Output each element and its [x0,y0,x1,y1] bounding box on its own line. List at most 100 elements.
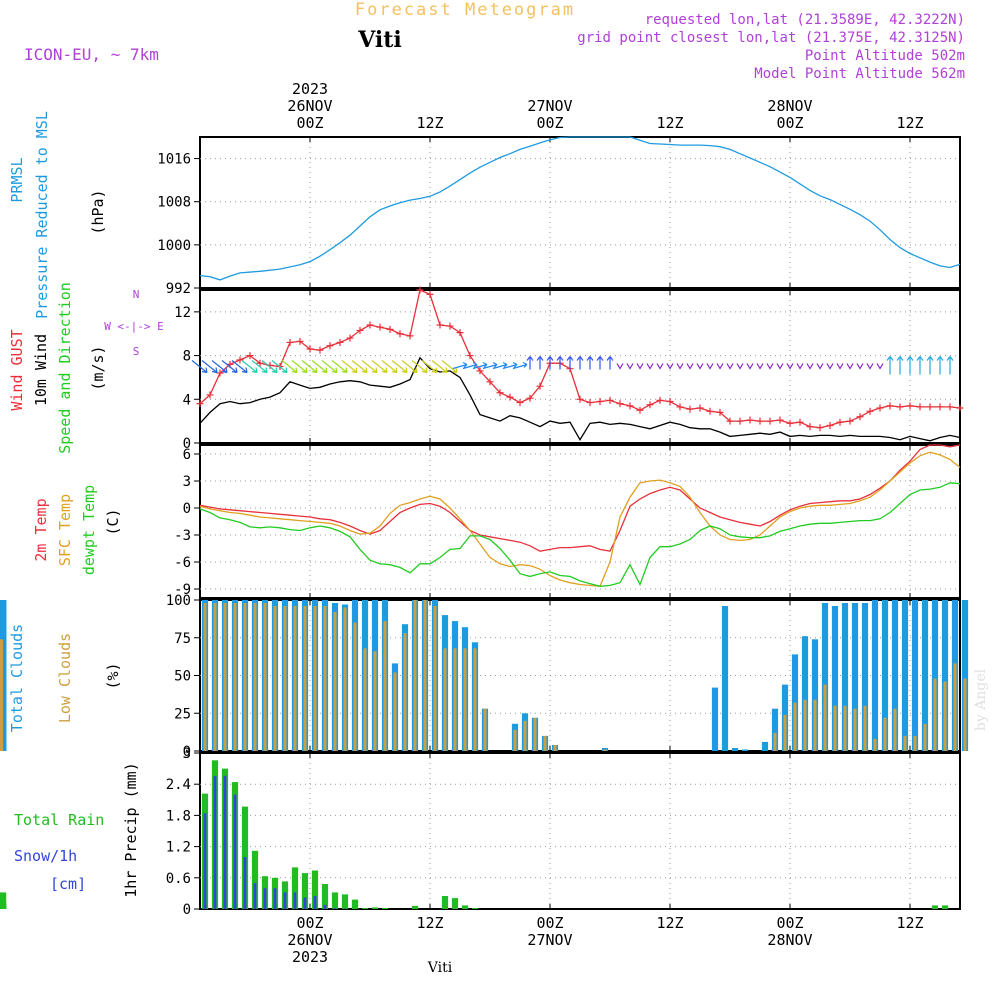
total-rain-bar [301,873,309,909]
low-clouds-bar [273,606,277,751]
temperature-ytick-label: 0 [183,501,191,517]
wind-direction-arrow [452,361,468,370]
wind-direction-arrow [806,363,814,370]
wind-direction-arrow [926,356,934,375]
clouds-panel: 0 25 50 75 100 [166,593,961,760]
low-clouds-bar [903,735,907,751]
low-clouds-bar [433,606,437,751]
bottom-time-label: 2023 [292,948,328,966]
wind-direction-arrow [211,360,228,374]
wind-direction-arrow [231,360,248,374]
gust-marker [876,404,884,412]
gust-marker [506,393,514,401]
wind-ytick-label: 8 [183,349,191,365]
top-time-label: 00Z [536,114,563,132]
wind-direction-arrow [271,360,288,374]
wind-direction-arrow [421,360,438,374]
requested-coords: requested lon,lat (21.3589E, 42.3222N) [645,12,965,28]
total-rain-bar [351,899,359,909]
gust-marker [826,422,834,430]
low-clouds-bar [853,708,857,751]
wind10-label: 10m Wind [32,334,50,406]
wind-direction-arrow [686,363,694,370]
gridpoint-coords: grid point closest lon,lat (21.375E, 42.… [577,30,965,46]
wind-direction-arrow [301,360,318,374]
wind-direction-arrow [331,360,348,374]
top-time-label: 00Z [296,114,323,132]
wind-ytick-label: 12 [174,305,191,321]
gust-marker [686,405,694,413]
wind-direction-arrow [576,356,584,370]
gust-marker [916,403,924,411]
total-clouds-bar [761,741,769,751]
footer-station: Viti [427,960,453,976]
wind-direction-arrow [596,356,604,370]
low-clouds-bar [293,606,297,751]
bottom-time-label: 00Z [536,914,563,932]
gust-marker [886,402,894,410]
wind-direction-arrow [526,356,534,370]
gust-marker [306,345,314,353]
wind-direction-arrow [876,363,884,370]
gust-marker [596,397,604,405]
total-clouds-bar [901,600,909,751]
low-clouds-bar [813,699,817,751]
gust-marker [656,396,664,404]
wind-direction-arrow [706,363,714,370]
total-clouds-bar [921,600,929,751]
total-rain-bar [931,905,939,909]
total-rain-bar [361,908,369,909]
low-clouds-bar [0,639,3,751]
cloud-unit: (%) [104,662,122,689]
wind-ytick-label: 0 [183,436,191,452]
gust-marker [376,323,384,331]
wind-direction-arrow [502,361,518,370]
total-clouds-bar [931,600,939,751]
watermark: by Angel [973,668,989,731]
gust-marker [796,418,804,426]
wind-direction-arrow [512,361,528,370]
wind-direction-arrow [482,361,498,370]
gust-marker [236,356,244,364]
gust-marker [246,352,254,360]
gust-marker [856,413,864,421]
total-clouds-bar [841,603,849,751]
gust-marker [766,417,774,425]
total-rain-bar [291,867,299,909]
wind-direction-arrow [676,363,684,370]
gust-marker [736,417,744,425]
compass-n: N [133,288,140,301]
total-clouds-bar [711,687,719,751]
low-clouds-bar [203,603,207,751]
low-clouds-bar [253,603,257,751]
low-clouds-bar [863,705,867,751]
gust-marker [316,346,324,354]
wind-direction-arrow [636,363,644,370]
gust-marker [636,406,644,414]
low-clouds-bar [423,600,427,751]
low-clouds-bar [923,723,927,751]
wind-direction-arrow [586,356,594,370]
low-clouds-bar [393,672,397,751]
snow-1h-bar [343,908,347,909]
pressure-line [199,136,961,281]
snow-1h-bar [243,857,247,909]
bottom-time-label: 12Z [896,914,923,932]
low-clouds-bar [403,633,407,751]
wind-direction-arrow [796,363,804,370]
wind-labels: Wind GUST 10m Wind Speed and Direction (… [8,282,164,454]
total-clouds-bar [911,600,919,751]
wind-direction-arrow [746,363,754,370]
total-clouds-bar [851,603,859,751]
gust-marker [706,407,714,415]
snow-unit: [cm] [50,875,86,893]
low-clouds-bar [483,708,487,751]
model-label: ICON-EU, ~ 7km [24,45,159,64]
top-time-label: 28NOV [767,97,812,115]
temperature-ytick-label: 3 [183,474,191,490]
snow-label: Snow/1h [14,847,77,865]
compass-s: S [133,345,140,358]
low-clouds-bar [893,708,897,751]
wind-direction-arrow [906,356,914,375]
low-clouds-bar [373,651,377,751]
